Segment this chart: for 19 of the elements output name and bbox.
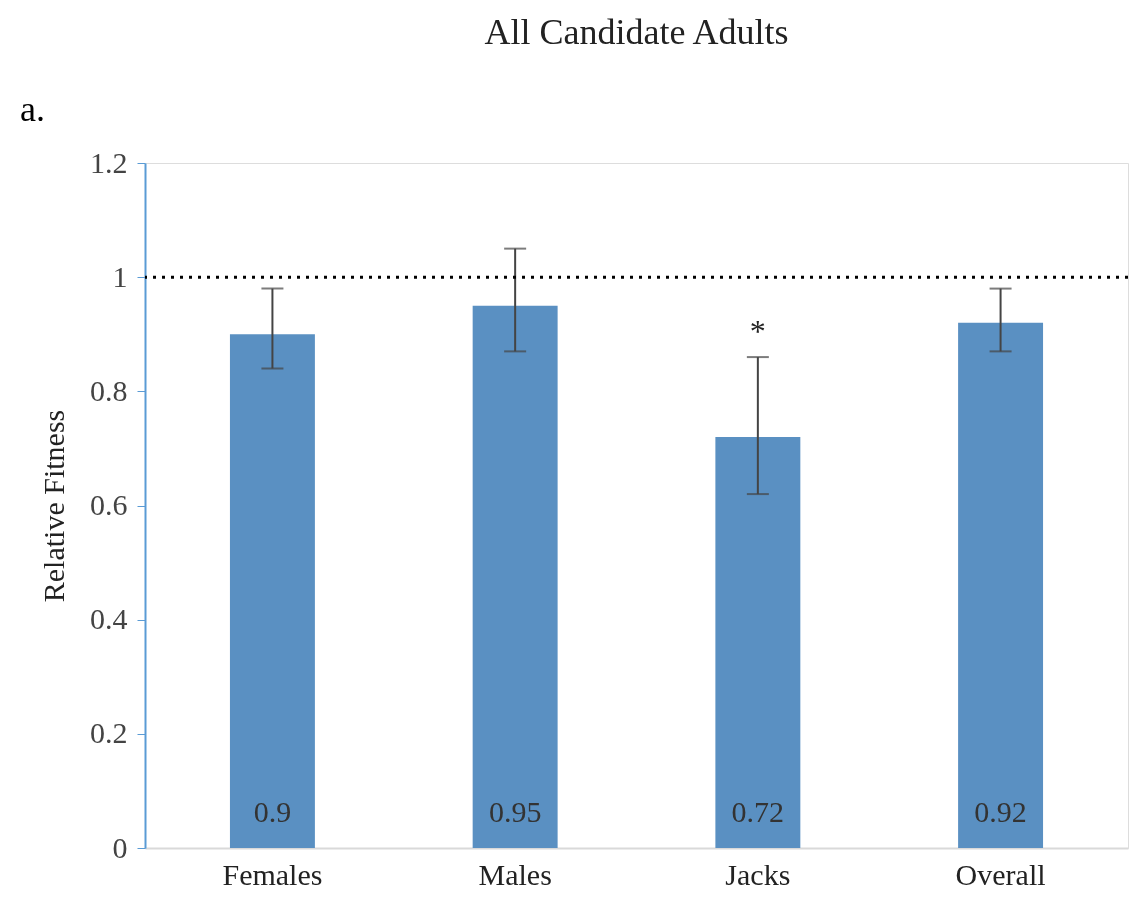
y-tick-label: 0.4 <box>90 602 128 636</box>
y-tick-label: 0.8 <box>90 373 128 407</box>
data-label: 0.72 <box>731 795 785 828</box>
data-label: 0.9 <box>253 795 292 828</box>
y-tick-label: 1.2 <box>90 145 128 179</box>
y-tick-label: 0.2 <box>90 716 128 750</box>
y-axis-title: Relative Fitness <box>37 409 70 603</box>
y-tick-label: 0 <box>112 830 128 864</box>
x-tick-label: Females <box>222 857 323 891</box>
y-tick-label: 1 <box>112 259 128 293</box>
y-tick-label: 0.6 <box>90 488 128 521</box>
x-tick-label: Males <box>478 857 552 891</box>
x-tick-label: Jacks <box>725 857 791 891</box>
annotation: * <box>749 313 766 350</box>
text: a. <box>20 89 45 129</box>
data-label: 0.92 <box>974 795 1027 828</box>
data-label: 0.95 <box>488 795 542 828</box>
chart-title: All Candidate Adults <box>484 12 789 52</box>
x-tick-label: Overall <box>955 857 1046 891</box>
